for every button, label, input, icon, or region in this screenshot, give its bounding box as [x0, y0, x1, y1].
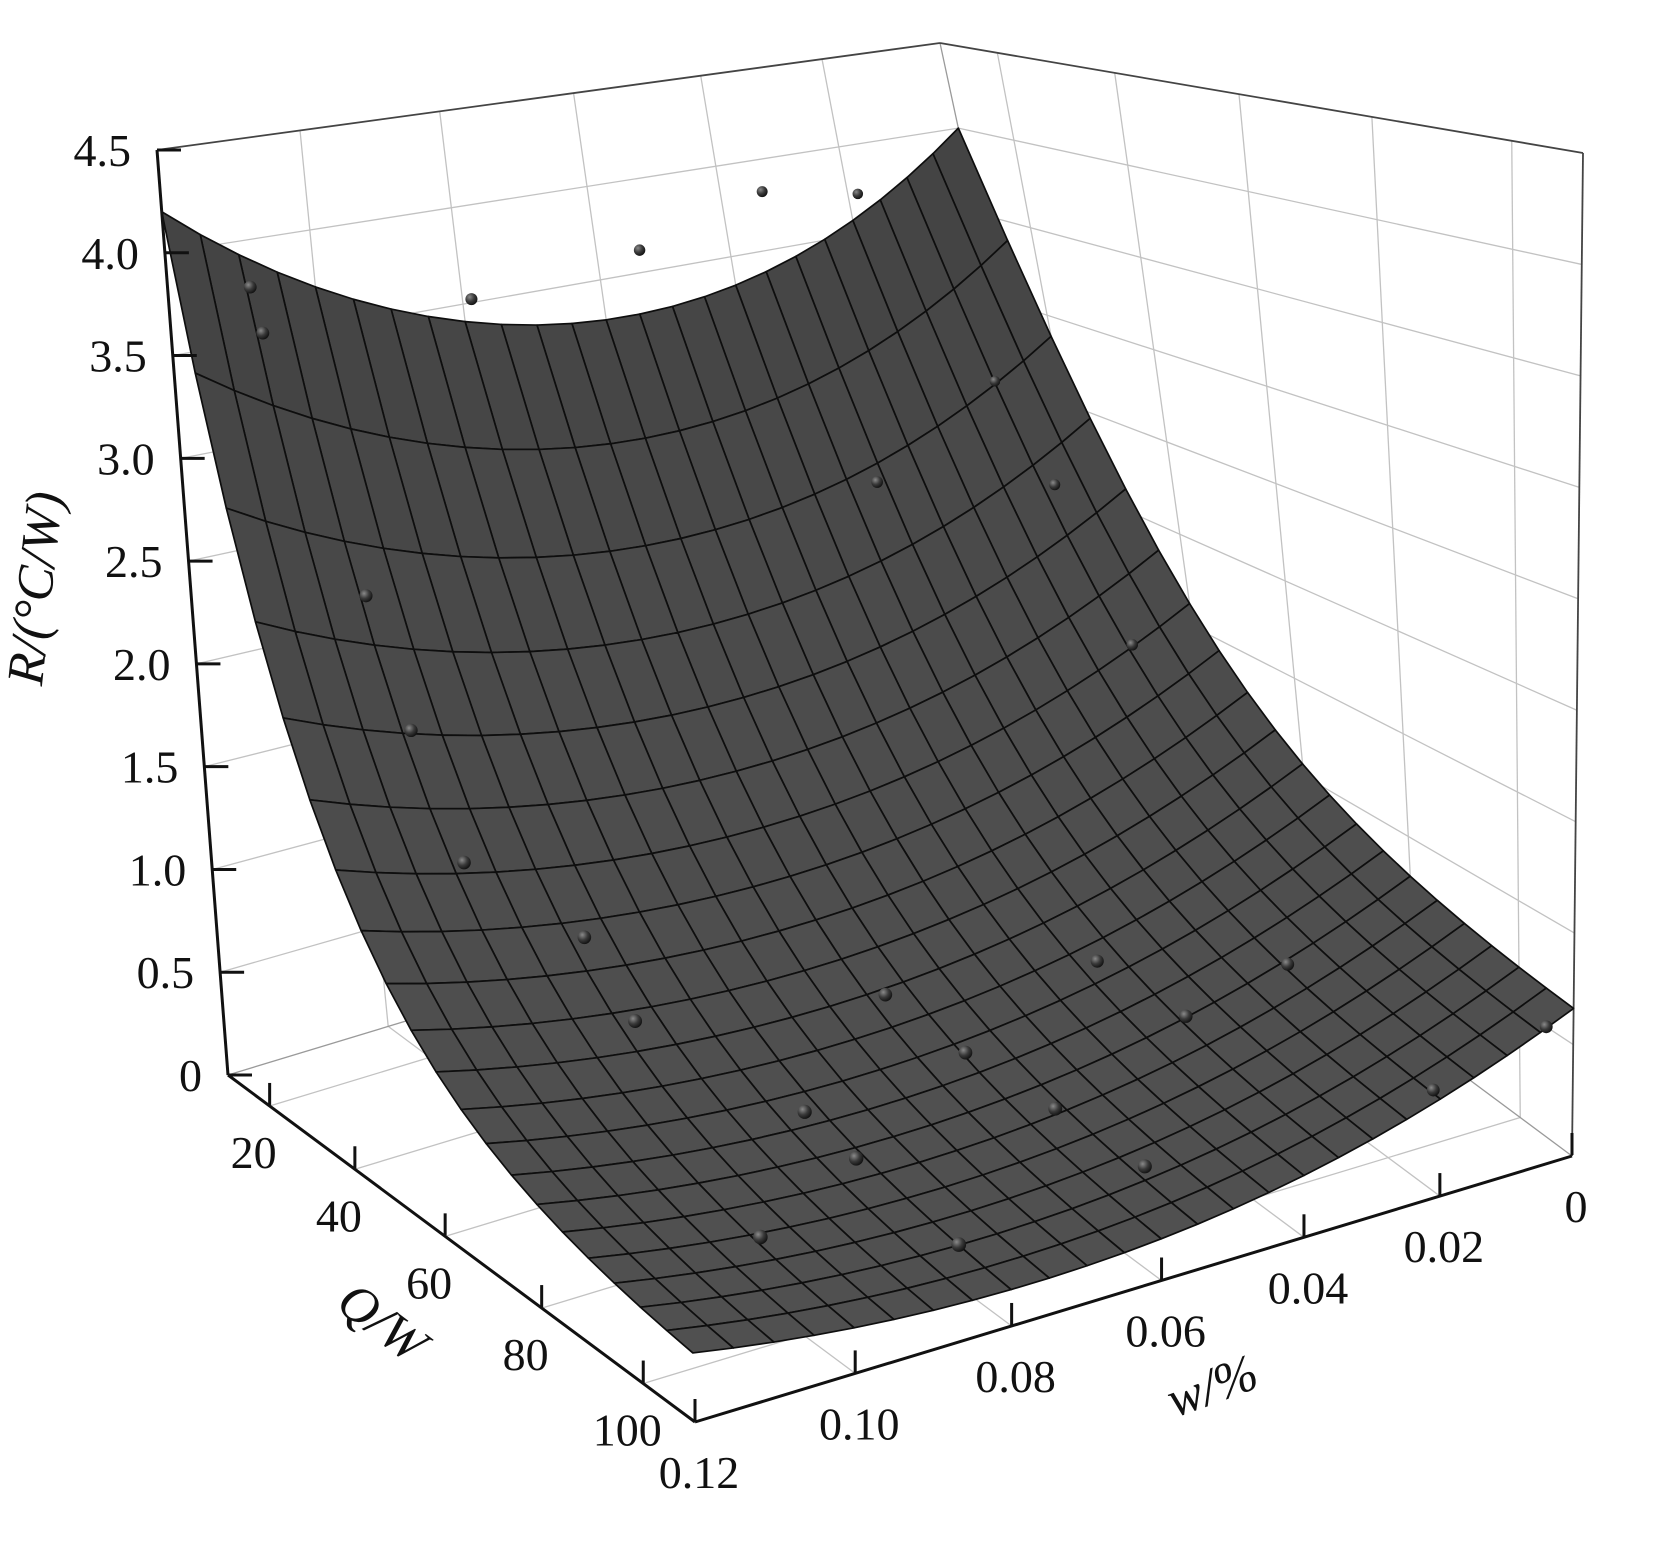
z-axis-title: R/(°C/W): [0, 489, 74, 689]
data-point: [633, 244, 646, 256]
data-point: [756, 186, 768, 198]
data-point: [852, 188, 864, 200]
q-tick-label: 100: [593, 1405, 662, 1456]
data-point: [1179, 1009, 1193, 1023]
z-tick-label: 0: [179, 1050, 202, 1101]
grid-line: [958, 127, 1582, 266]
z-tick-label: 4.5: [74, 125, 132, 176]
data-point: [951, 1237, 967, 1252]
w-tick-label: 0.02: [1404, 1221, 1485, 1272]
data-point: [404, 723, 418, 738]
q-tick-label: 20: [231, 1127, 277, 1178]
z-tick-label: 4.0: [81, 228, 139, 279]
data-point: [1426, 1083, 1440, 1097]
data-point: [1090, 954, 1104, 968]
grid-line: [994, 297, 1580, 488]
data-point: [628, 1014, 643, 1029]
z-tick-label: 2.5: [105, 536, 163, 587]
data-point: [797, 1104, 812, 1119]
z-axis-line: [155, 149, 230, 1076]
data-point: [457, 855, 471, 870]
data-point: [989, 375, 1001, 387]
w-axis-title: w/%: [1159, 1344, 1265, 1429]
z-tick-label: 3.5: [89, 331, 147, 382]
q-tick-label: 60: [406, 1257, 452, 1308]
w-tick-label: 0.10: [819, 1398, 900, 1449]
surface-quad: [665, 1324, 735, 1354]
q-tick-label: 80: [503, 1329, 549, 1380]
w-tick-label: 0.08: [975, 1351, 1056, 1402]
surface-mesh: [160, 127, 1575, 1354]
w-axis-line: [694, 1154, 1573, 1424]
box-edge: [156, 42, 941, 151]
z-tick-label: 2.0: [113, 639, 171, 690]
w-tick-label: 0.06: [1125, 1305, 1206, 1356]
box-edge: [1571, 152, 1584, 1157]
grid-line: [164, 127, 959, 254]
data-point: [1126, 639, 1139, 651]
w-tick-label: 0.12: [659, 1447, 740, 1498]
z-tick-label: 1.5: [121, 742, 179, 793]
axes: 00.51.01.52.02.53.03.54.04.5204060801000…: [74, 125, 1588, 1498]
data-point: [359, 589, 373, 603]
grid-line: [976, 212, 1581, 377]
data-point: [243, 280, 257, 294]
data-point: [465, 293, 478, 306]
data-point: [871, 476, 883, 488]
data-point: [1539, 1020, 1553, 1034]
data-point: [577, 930, 592, 945]
data-point: [1048, 1101, 1063, 1116]
data-point: [1281, 957, 1295, 971]
grid-line: [1013, 382, 1579, 600]
grid-line: [1511, 140, 1521, 1118]
data-point: [848, 1151, 864, 1166]
data-point: [1137, 1159, 1152, 1174]
box-edge: [939, 42, 1584, 154]
q-axis-line: [227, 1073, 696, 1424]
z-tick-label: 0.5: [137, 947, 195, 998]
w-tick-label: 0: [1565, 1181, 1588, 1232]
data-point: [753, 1229, 768, 1245]
data-point: [256, 326, 270, 340]
data-point: [958, 1045, 973, 1060]
w-tick-label: 0.04: [1268, 1262, 1349, 1313]
z-tick-label: 3.0: [97, 433, 155, 484]
q-tick-label: 40: [316, 1190, 362, 1241]
scatter-points: [243, 186, 1553, 1252]
data-point: [1049, 479, 1061, 491]
data-point: [878, 987, 893, 1002]
z-tick-label: 1.0: [129, 844, 187, 895]
